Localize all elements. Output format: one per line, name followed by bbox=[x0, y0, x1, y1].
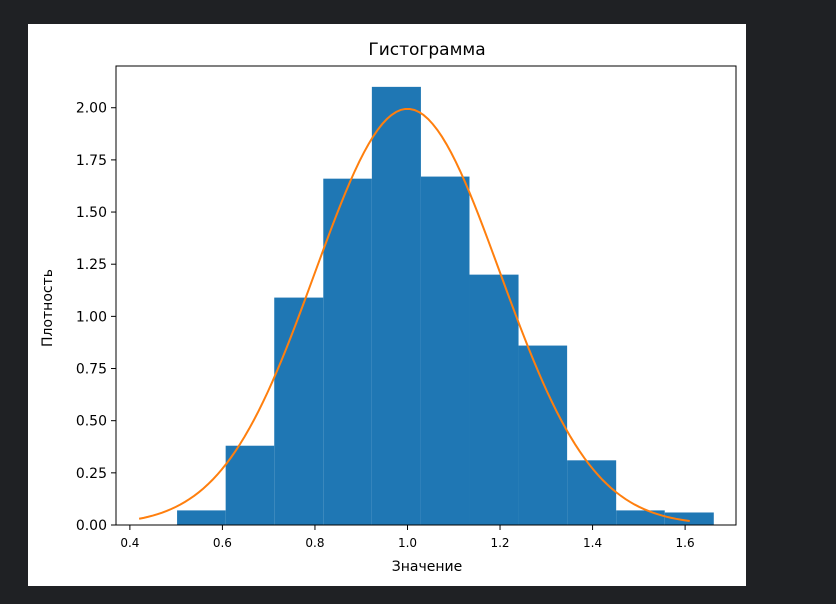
histogram-chart: 0.4 0.6 0.8 1.0 1.2 1.4 1.6 0.00 0.25 0.50 0.75 1.… bbox=[40, 40, 737, 575]
y-tick-label: 0.00 bbox=[76, 518, 107, 534]
x-tick-label: 1.4 bbox=[583, 536, 602, 550]
y-axis-label: Плотность bbox=[40, 269, 56, 347]
y-tick-label: 1.25 bbox=[76, 257, 107, 273]
chart-title: Гистограмма bbox=[368, 40, 485, 60]
x-tick-label: 1.6 bbox=[676, 536, 695, 550]
y-tick-label: 2.00 bbox=[76, 101, 107, 117]
y-tick-label: 1.50 bbox=[76, 205, 107, 221]
histogram-bar-1 bbox=[177, 510, 226, 525]
y-tick-label: 0.75 bbox=[76, 362, 107, 378]
x-tick-label: 1.2 bbox=[490, 536, 509, 550]
x-tick-label: 0.4 bbox=[120, 536, 139, 550]
y-tick-label: 0.50 bbox=[76, 414, 107, 430]
y-tick-label: 1.75 bbox=[76, 153, 107, 169]
histogram-bars bbox=[177, 86, 714, 525]
histogram-bar-9 bbox=[567, 460, 617, 525]
histogram-bar-3 bbox=[274, 297, 324, 525]
x-tick-label: 0.6 bbox=[213, 536, 232, 550]
histogram-bar-10 bbox=[616, 510, 665, 525]
y-axis-ticks: 0.00 0.25 0.50 0.75 1.00 1.25 1.50 1.75 2.00 bbox=[76, 101, 116, 534]
histogram-bar-11 bbox=[664, 512, 714, 525]
histogram-bar-5 bbox=[371, 86, 421, 525]
x-axis-label: Значение bbox=[392, 559, 462, 575]
density-curve bbox=[138, 107, 690, 523]
y-tick-label: 0.25 bbox=[76, 466, 107, 482]
histogram-bar-4 bbox=[323, 178, 372, 525]
histogram-bar-2 bbox=[225, 445, 275, 525]
histogram-bar-7 bbox=[469, 274, 519, 525]
x-tick-label: 1.0 bbox=[398, 536, 417, 550]
y-tick-label: 1.00 bbox=[76, 309, 107, 325]
figure: 0.4 0.6 0.8 1.0 1.2 1.4 1.6 0.00 0.25 0.50 0.75 1.… bbox=[28, 24, 746, 586]
x-tick-label: 0.8 bbox=[305, 536, 324, 550]
histogram-bar-6 bbox=[420, 176, 470, 525]
x-axis-ticks: 0.4 0.6 0.8 1.0 1.2 1.4 1.6 bbox=[120, 525, 695, 550]
axes-frame bbox=[115, 65, 737, 526]
histogram-bar-8 bbox=[518, 345, 568, 525]
